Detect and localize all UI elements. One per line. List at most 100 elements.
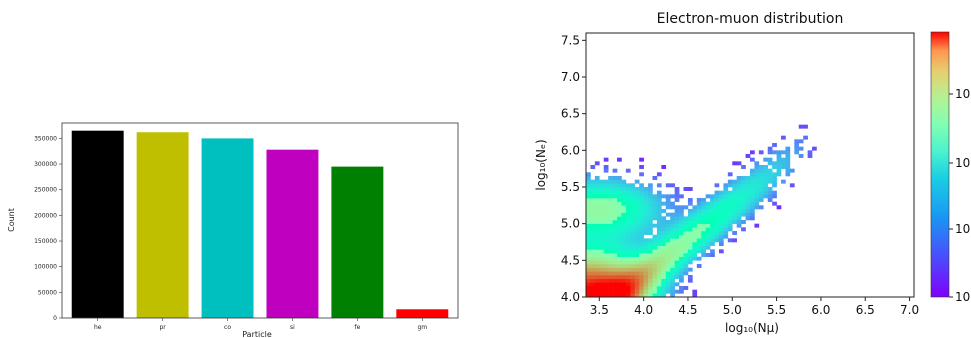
heatmap-cell [639,209,644,213]
heatmap-cell [758,150,764,155]
heatmap-cell [634,223,640,228]
heatmap-cell [639,205,644,210]
heatmap-cell [603,179,609,184]
heatmap-cell [727,205,733,210]
heatmap-cell [683,205,689,210]
heatmap-cell [625,198,631,202]
heatmap-cell [665,264,671,268]
heatmap-cell [723,187,729,191]
heatmap-cell [745,216,751,221]
heatmap-cell [763,187,769,191]
heatmap-cell [714,231,720,235]
heatmap-cell [590,209,596,213]
heatmap-cell [643,205,649,210]
heatmap-cell [745,183,751,188]
heatmap-cell [807,154,813,158]
heatmap-cell [750,198,755,202]
heatmap-cell [621,289,627,294]
heatmap-cell [732,201,738,206]
heatmap-cell [634,227,640,232]
heatmap-cell [586,278,591,283]
heatmap-cell [621,216,627,221]
heatmap-cell [670,260,675,265]
heatmap-cell [634,289,640,294]
heatmap-cell [781,150,786,155]
heatmap-cell [679,220,684,224]
heatmap-cell [745,201,751,206]
heatmap-cell [718,249,724,254]
heatmap-cell [661,209,667,213]
heatmap-cell [656,253,662,257]
heatmap-cell [630,271,636,276]
heatmap-cell [621,253,627,257]
heatmap-cell [670,245,675,250]
heatmap-cell [603,220,609,224]
bar-y-tick-label: 200000 [34,212,57,219]
heatmap-cell [590,245,596,250]
heatmap-cell [586,271,591,276]
heatmap-cell [696,227,702,232]
heatmap-cell [665,256,671,261]
heatmap-cell [648,187,653,191]
heatmap-cell [625,216,631,221]
heatmap-cell [639,249,644,254]
heatmap-cell [590,183,596,188]
heatmap-cell [599,194,605,199]
heatmap-cell [621,187,627,191]
heatmap-cell [781,157,786,162]
bar-pr [136,132,189,318]
heatmap-cell [608,234,613,239]
heatmap-cell [670,234,675,239]
heatmap-cell [750,212,755,217]
heatmap-cell [652,245,658,250]
heatmap-cell [674,242,680,246]
heatmap-cell [741,194,746,199]
heatmap-cell [652,223,658,228]
heatmap-y-axis-label: log₁₀(Nₑ) [534,139,548,190]
heatmap-cells [586,124,817,298]
heatmap-cell [599,275,605,279]
heatmap-cell [687,216,693,221]
heatmap-cell [750,216,755,221]
heatmap-cell [617,242,622,246]
heatmap-cell [741,187,746,191]
bar-he [71,130,124,318]
heatmap-cell [710,220,715,224]
heatmap-cell [603,190,609,195]
heatmap-cell [621,231,627,235]
heatmap-cell [736,190,742,195]
heatmap-cell [696,234,702,239]
heatmap-cell [630,242,636,246]
heatmap-cell [723,209,729,213]
heatmap-cell [648,231,653,235]
heatmap-cell [625,293,631,298]
heatmap-cell [701,212,706,217]
heatmap-title: Electron-muon distribution [657,11,844,27]
heatmap-cell [639,242,644,246]
heatmap-cell [603,234,609,239]
heatmap-cell [736,194,742,199]
heatmap-cell [754,198,760,202]
heatmap-cell [639,271,644,276]
heatmap-cell [674,194,680,199]
heatmap-cell [794,150,800,155]
heatmap-cell [590,253,596,257]
heatmap-cell [603,212,609,217]
bar-y-tick-label: 0 [53,315,57,322]
heatmap-cell [696,220,702,224]
heatmap-cell [674,212,680,217]
heatmap-cell [758,176,764,180]
heatmap-cell [683,253,689,257]
heatmap-cell [656,242,662,246]
heatmap-cell [745,187,751,191]
heatmap-cell [670,249,675,254]
heatmap-cell [630,264,636,268]
heatmap-cell [732,205,738,210]
heatmap-cell [630,256,636,261]
heatmap-cell [599,249,605,254]
heatmap-cell [741,183,746,188]
heatmap-cell [661,223,667,228]
heatmap-cell [772,183,777,188]
heatmap-cell [617,194,622,199]
heatmap-cell [665,227,671,232]
